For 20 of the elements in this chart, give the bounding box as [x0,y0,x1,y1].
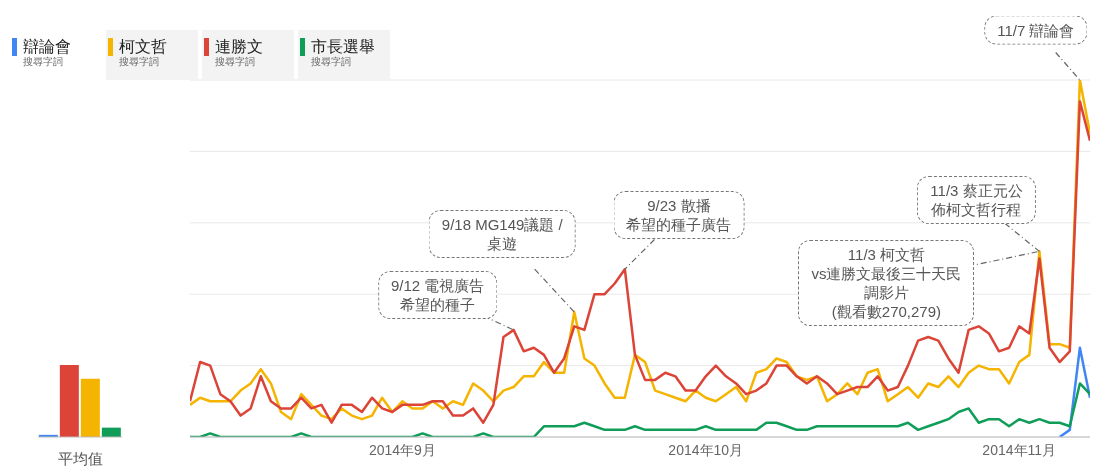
x-tick-label: 2014年9月 [368,441,436,458]
annotation: 11/3 蔡正元公佈柯文哲行程 [930,181,1023,220]
legend-label: 柯文哲 [119,38,167,56]
x-axis-title: 平均值 [57,450,103,467]
annotation: 11/3 柯文哲 vs連勝文最後三十天民調影片(觀看數270,279) [811,245,962,322]
annotation: 9/23 散播希望的種子廣告 [626,196,732,235]
annotation: 9/18 MG149議題 / 桌遊 [441,215,563,254]
legend-label: 市長選舉 [311,38,375,56]
legend-label: 辯論會 [23,38,71,56]
legend-label: 連勝文 [215,38,263,56]
x-tick-label: 2014年10月 [668,441,744,458]
x-tick-label: 2014年11月 [982,441,1057,458]
text: 搜尋字詞 [23,56,64,68]
text: 搜尋字詞 [311,56,352,68]
bar [59,365,79,437]
bar [80,378,100,437]
text: 搜尋字詞 [215,56,256,68]
text: 搜尋字詞 [119,56,160,68]
annotation: 9/12 電視廣告希望的種子 [390,275,485,314]
annotation: 11/7 辯論會 [997,20,1075,40]
